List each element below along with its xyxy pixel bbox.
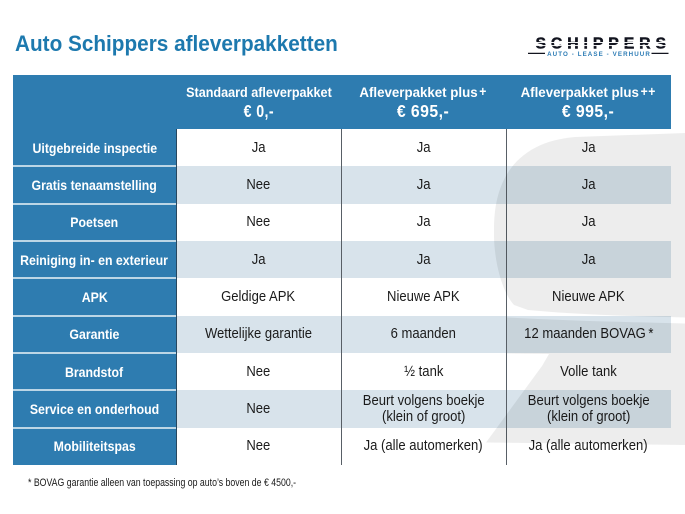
svg-text:AUTO - LEASE - VERHUUR: AUTO - LEASE - VERHUUR [547, 51, 651, 58]
svg-text:SCHIPPERS: SCHIPPERS [535, 36, 670, 53]
